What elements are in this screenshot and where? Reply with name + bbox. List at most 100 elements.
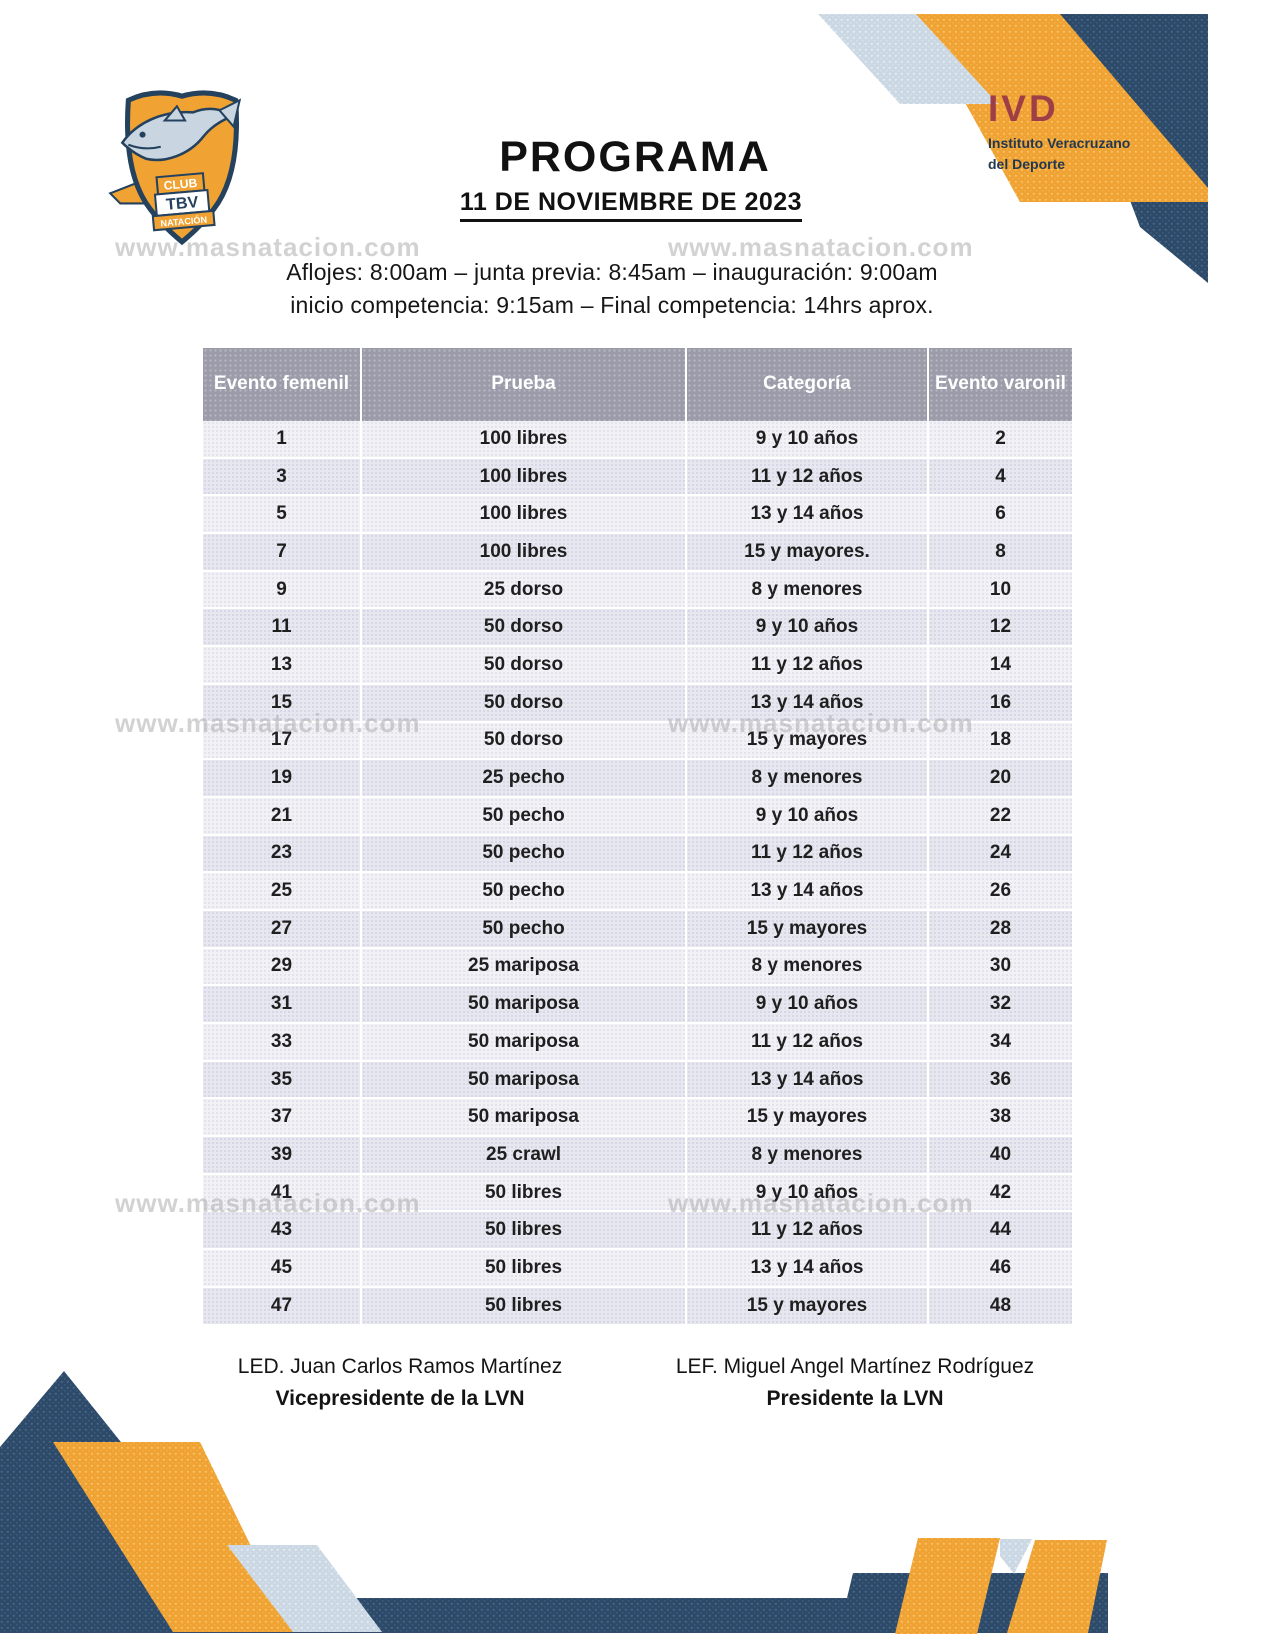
svg-text:TBV: TBV: [165, 193, 199, 214]
cell-evento-varonil: 18: [927, 722, 1072, 761]
cell-prueba: 50 mariposa: [360, 1061, 685, 1100]
event-date: 11 DE NOVIEMBRE DE 2023: [459, 188, 803, 222]
table-row: 35 50 mariposa 13 y 14 años 36: [203, 1061, 1072, 1100]
cell-categoria: 13 y 14 años: [685, 873, 927, 911]
cell-evento-varonil: 34: [927, 1024, 1072, 1062]
cell-evento-varonil: 46: [927, 1250, 1072, 1288]
table-row: 3 100 libres 11 y 12 años 4: [203, 458, 1072, 497]
cell-evento-varonil: 42: [927, 1174, 1072, 1213]
cell-prueba: 50 dorso: [360, 647, 685, 685]
table-row: 39 25 crawl 8 y menores 40: [203, 1137, 1072, 1175]
table-row: 29 25 mariposa 8 y menores 30: [203, 948, 1072, 987]
cell-categoria: 11 y 12 años: [685, 835, 927, 874]
table-row: 19 25 pecho 8 y menores 20: [203, 760, 1072, 798]
table-row: 25 50 pecho 13 y 14 años 26: [203, 873, 1072, 911]
cell-evento-varonil: 22: [927, 797, 1072, 836]
ivd-logo: IVD Instituto Veracruzano del Deporte: [988, 90, 1208, 174]
vicepresident-name: LED. Juan Carlos Ramos Martínez: [237, 1355, 563, 1378]
cell-evento-femenil: 9: [203, 571, 360, 610]
table-row: 31 50 mariposa 9 y 10 años 32: [203, 986, 1072, 1024]
header-prueba: Prueba: [360, 348, 685, 421]
table-row: 37 50 mariposa 15 y mayores 38: [203, 1099, 1072, 1138]
cell-prueba: 100 libres: [360, 458, 685, 497]
cell-evento-femenil: 29: [203, 948, 360, 987]
cell-prueba: 50 libres: [360, 1250, 685, 1288]
cell-evento-varonil: 48: [927, 1287, 1072, 1326]
cell-categoria: 8 y menores: [685, 948, 927, 987]
cell-evento-femenil: 11: [203, 609, 360, 648]
cell-categoria: 9 y 10 años: [685, 1174, 927, 1213]
cell-categoria: 15 y mayores: [685, 722, 927, 761]
cell-prueba: 100 libres: [360, 534, 685, 572]
table-row: 5 100 libres 13 y 14 años 6: [203, 496, 1072, 535]
signature-president: LEF. Miguel Angel Martínez Rodríguez Pre…: [655, 1352, 1055, 1414]
cell-prueba: 50 mariposa: [360, 1099, 685, 1138]
cell-evento-varonil: 40: [927, 1137, 1072, 1175]
cell-evento-femenil: 5: [203, 496, 360, 535]
cell-prueba: 50 pecho: [360, 835, 685, 874]
cell-evento-varonil: 20: [927, 760, 1072, 798]
table-row: 27 50 pecho 15 y mayores 28: [203, 910, 1072, 949]
table-row: 7 100 libres 15 y mayores. 8: [203, 534, 1072, 572]
cell-prueba: 50 mariposa: [360, 1024, 685, 1062]
cell-evento-femenil: 33: [203, 1024, 360, 1062]
cell-prueba: 50 pecho: [360, 873, 685, 911]
header-evento-femenil: Evento femenil: [203, 348, 360, 421]
cell-evento-varonil: 26: [927, 873, 1072, 911]
table-row: 11 50 dorso 9 y 10 años 12: [203, 609, 1072, 648]
ivd-institute-line2: del Deporte: [988, 155, 1066, 172]
cell-evento-varonil: 38: [927, 1099, 1072, 1138]
table-row: 15 50 dorso 13 y 14 años 16: [203, 684, 1072, 723]
vicepresident-role: Vicepresidente de la LVN: [275, 1387, 525, 1411]
svg-text:CLUB: CLUB: [163, 176, 198, 193]
cell-evento-femenil: 19: [203, 760, 360, 798]
cell-prueba: 25 pecho: [360, 760, 685, 798]
cell-evento-femenil: 23: [203, 835, 360, 874]
cell-evento-varonil: 8: [927, 534, 1072, 572]
program-table: Evento femenil Prueba Categoría Evento v…: [203, 348, 1072, 1326]
cell-evento-varonil: 4: [927, 458, 1072, 497]
cell-categoria: 11 y 12 años: [685, 647, 927, 685]
cell-categoria: 9 y 10 años: [685, 609, 927, 648]
cell-prueba: 50 libres: [360, 1174, 685, 1213]
cell-categoria: 11 y 12 años: [685, 1212, 927, 1251]
table-row: 47 50 libres 15 y mayores 48: [203, 1287, 1072, 1326]
header-categoria: Categoría: [685, 348, 927, 421]
president-role: Presidente la LVN: [766, 1387, 944, 1411]
table-row: 17 50 dorso 15 y mayores 18: [203, 722, 1072, 761]
cell-prueba: 25 crawl: [360, 1137, 685, 1175]
cell-evento-varonil: 36: [927, 1061, 1072, 1100]
cell-categoria: 8 y menores: [685, 760, 927, 798]
cell-evento-femenil: 21: [203, 797, 360, 836]
cell-evento-varonil: 10: [927, 571, 1072, 610]
cell-evento-femenil: 39: [203, 1137, 360, 1175]
cell-categoria: 13 y 14 años: [685, 1061, 927, 1100]
cell-prueba: 50 dorso: [360, 684, 685, 723]
cell-categoria: 9 y 10 años: [685, 421, 927, 459]
cell-categoria: 13 y 14 años: [685, 684, 927, 723]
cell-evento-varonil: 32: [927, 986, 1072, 1024]
cell-evento-femenil: 45: [203, 1250, 360, 1288]
ivd-institute-line1: Instituto Veracruzano: [988, 135, 1131, 151]
cell-categoria: 8 y menores: [685, 571, 927, 610]
cell-prueba: 50 mariposa: [360, 986, 685, 1024]
table-row: 13 50 dorso 11 y 12 años 14: [203, 647, 1072, 685]
cell-prueba: 25 dorso: [360, 571, 685, 610]
header-evento-varonil: Evento varonil: [927, 348, 1072, 421]
cell-categoria: 8 y menores: [685, 1137, 927, 1175]
cell-categoria: 11 y 12 años: [685, 458, 927, 497]
cell-evento-femenil: 41: [203, 1174, 360, 1213]
cell-categoria: 15 y mayores: [685, 910, 927, 949]
cell-prueba: 50 dorso: [360, 609, 685, 648]
cell-prueba: 100 libres: [360, 421, 685, 459]
table-row: 33 50 mariposa 11 y 12 años 34: [203, 1024, 1072, 1062]
table-row: 43 50 libres 11 y 12 años 44: [203, 1212, 1072, 1251]
cell-evento-femenil: 27: [203, 910, 360, 949]
svg-text:NATACIÓN: NATACIÓN: [160, 214, 207, 229]
cell-prueba: 50 pecho: [360, 910, 685, 949]
page-title: PROGRAMA: [499, 133, 771, 181]
cell-prueba: 25 mariposa: [360, 948, 685, 987]
cell-evento-femenil: 35: [203, 1061, 360, 1100]
cell-evento-femenil: 7: [203, 534, 360, 572]
